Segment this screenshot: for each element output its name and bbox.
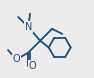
- Text: N: N: [25, 22, 32, 32]
- Text: O: O: [13, 54, 20, 64]
- Text: O: O: [29, 61, 36, 71]
